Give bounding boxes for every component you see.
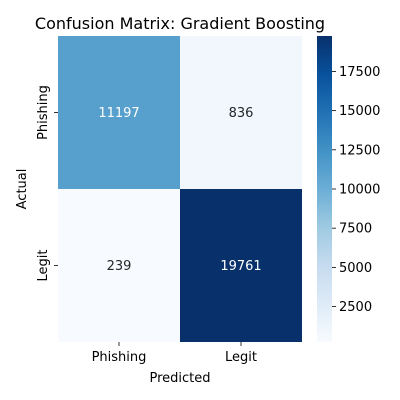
- cell-value-label: 836: [229, 106, 254, 121]
- colorbar-tick-label: 10000: [339, 183, 380, 198]
- heatmap-cell: [180, 36, 302, 189]
- x-axis-ticks: Phishing Legit: [92, 342, 257, 365]
- heatmap-cell: [58, 189, 180, 342]
- colorbar: 2500 5000 7500 10000 12500 15000 17500: [317, 36, 380, 342]
- y-axis-label: Actual: [15, 169, 30, 210]
- colorbar-tick-label: 12500: [339, 143, 380, 158]
- y-axis-ticks: Phishing Legit: [36, 85, 58, 281]
- cell-value-label: 19761: [220, 259, 261, 274]
- cell-value-label: 239: [107, 259, 132, 274]
- heatmap-cell: [58, 36, 180, 189]
- y-tick-label: Legit: [36, 250, 51, 282]
- cell-value-label: 11197: [98, 106, 139, 121]
- chart-title: Confusion Matrix: Gradient Boosting: [35, 14, 325, 33]
- x-tick-label: Legit: [225, 350, 257, 365]
- colorbar-tick-label: 2500: [339, 300, 372, 315]
- colorbar-tick-label: 17500: [339, 65, 380, 80]
- x-tick-label: Phishing: [92, 350, 147, 365]
- heatmap-cell: [180, 189, 302, 342]
- x-axis-label: Predicted: [149, 371, 210, 386]
- cell-annotations: 11197 836 239 19761: [98, 106, 261, 274]
- heatmap-cells: [58, 36, 302, 342]
- colorbar-tick-label: 5000: [339, 261, 372, 276]
- colorbar-tick-label: 15000: [339, 104, 380, 119]
- colorbar-tick-label: 7500: [339, 222, 372, 237]
- colorbar-ticks: 2500 5000 7500 10000 12500 15000 17500: [332, 65, 380, 315]
- colorbar-gradient: [317, 36, 332, 342]
- y-tick-label: Phishing: [36, 85, 51, 140]
